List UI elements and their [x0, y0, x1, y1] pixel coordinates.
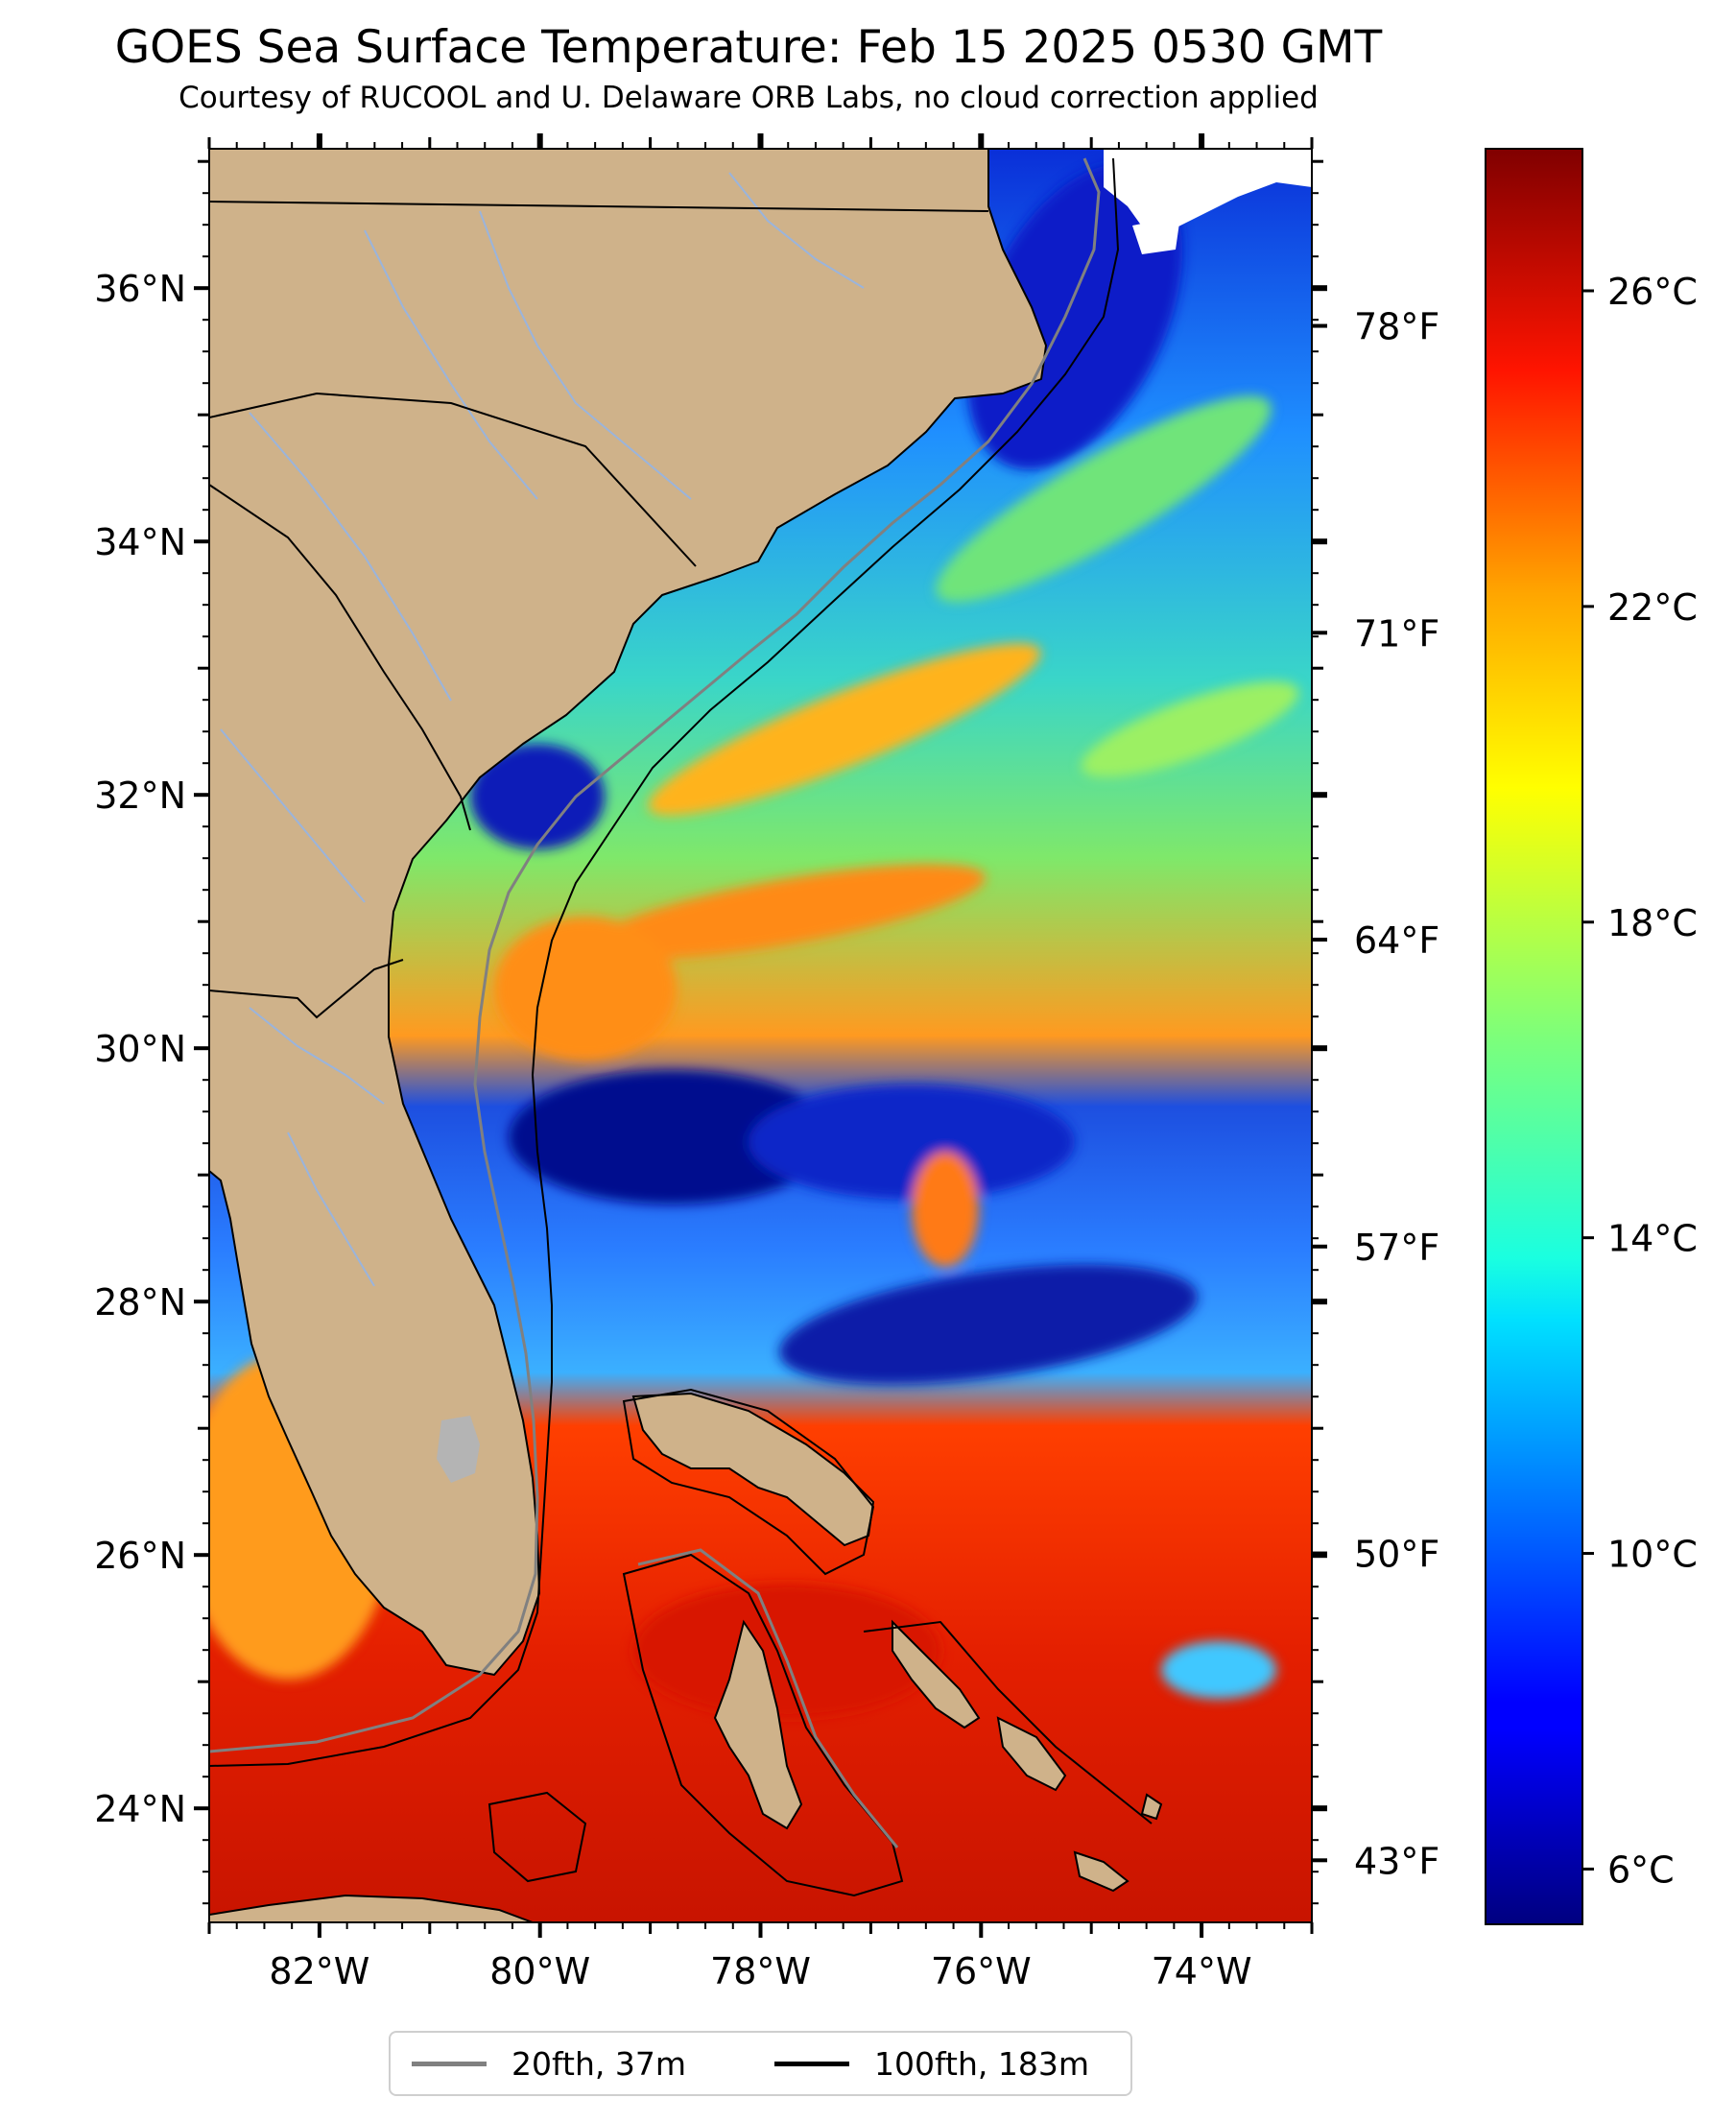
c-tick-label: 26°C: [1607, 271, 1698, 313]
warm-patch-south-1: [633, 1584, 940, 1718]
warm-pocket-north-florida: [494, 917, 677, 1061]
lon-tick-label: 80°W: [489, 1950, 590, 1992]
warm-spot-central: [912, 1152, 979, 1267]
cold-band-south: [779, 1264, 1198, 1385]
celsius-ticks: 6°C 10°C 14°C 18°C 22°C 26°C: [1582, 271, 1698, 1891]
nearshore-cold-band-north: [966, 163, 1183, 470]
lat-tick-label: 32°N: [94, 775, 186, 817]
c-tick-label: 10°C: [1607, 1534, 1698, 1576]
lat-tick-label: 24°N: [94, 1788, 186, 1830]
c-tick-label: 14°C: [1607, 1218, 1698, 1260]
cold-eddy-east: [749, 1085, 1075, 1200]
lon-tick-label: 82°W: [269, 1950, 369, 1992]
gulf-stream-warm-band-1: [648, 643, 1041, 816]
warm-band-east: [1081, 681, 1299, 777]
f-tick-label: 43°F: [1354, 1840, 1439, 1882]
f-tick-label: 64°F: [1354, 919, 1439, 962]
lat-tick-label: 36°N: [94, 268, 186, 310]
legend-label-100fth: 100fth, 183m: [874, 2044, 1089, 2083]
cold-eddy-central: [509, 1070, 835, 1204]
legend-item-100fth: 100fth, 183m: [774, 2033, 1089, 2094]
legend-swatch-20fth: [412, 2061, 487, 2066]
f-tick-label: 71°F: [1354, 612, 1439, 655]
isobath-20fth-37m: [209, 157, 1101, 1753]
state-borders: [209, 201, 989, 1019]
bahamas-islands: [631, 1392, 1163, 1893]
rivers: [220, 172, 865, 1287]
temperature-patches: [209, 163, 1299, 1718]
lat-tick-label: 26°N: [94, 1535, 186, 1577]
lon-tick-label: 76°W: [931, 1950, 1032, 1992]
lake-okeechobee: [437, 1416, 480, 1483]
nearshore-cold-band-georgia: [470, 744, 605, 849]
cool-spot-south: [1161, 1641, 1276, 1699]
land-cuba: [209, 1894, 534, 1922]
legend-item-20fth: 20fth, 37m: [412, 2033, 686, 2094]
colorbar: [1485, 148, 1583, 1925]
longitude-ticks: 82°W 80°W 78°W 76°W 74°W: [207, 133, 1314, 1992]
lon-tick-label: 78°W: [710, 1950, 811, 1992]
map-title: GOES Sea Surface Temperature: Feb 15 202…: [114, 21, 1383, 74]
gulf-stream-warm-band-2: [588, 864, 986, 960]
c-tick-label: 22°C: [1607, 586, 1698, 629]
lat-tick-label: 34°N: [94, 521, 186, 563]
map-area: [209, 149, 1312, 1922]
bahamas-bank-isobaths: [488, 1388, 1153, 1897]
latitude-ticks: 24°N 26°N 28°N 30°N 32°N 34°N 36°N: [94, 159, 1327, 1905]
f-tick-label: 57°F: [1354, 1227, 1439, 1269]
f-tick-label: 78°F: [1354, 306, 1439, 348]
legend-swatch-100fth: [774, 2061, 849, 2066]
fahrenheit-ticks: 43°F 50°F 57°F 64°F 71°F 78°F: [1312, 306, 1439, 1882]
c-tick-label: 6°C: [1607, 1848, 1675, 1891]
map-subtitle: Courtesy of RUCOOL and U. Delaware ORB L…: [178, 81, 1319, 115]
warm-streak-north: [936, 395, 1272, 603]
f-tick-label: 50°F: [1354, 1534, 1439, 1576]
legend-label-20fth: 20fth, 37m: [511, 2044, 686, 2083]
cloud-mask-northeast: [1104, 149, 1312, 240]
cloud-mask-channel: [1132, 216, 1180, 254]
lon-tick-label: 74°W: [1152, 1950, 1252, 1992]
legend: 20fth, 37m 100fth, 183m: [389, 2031, 1132, 2096]
isobath-100fth-183m: [209, 157, 1120, 1767]
lat-tick-label: 28°N: [94, 1281, 186, 1323]
lat-tick-label: 30°N: [94, 1028, 186, 1070]
land-southeast-us: [209, 149, 1047, 1676]
c-tick-label: 18°C: [1607, 902, 1698, 944]
